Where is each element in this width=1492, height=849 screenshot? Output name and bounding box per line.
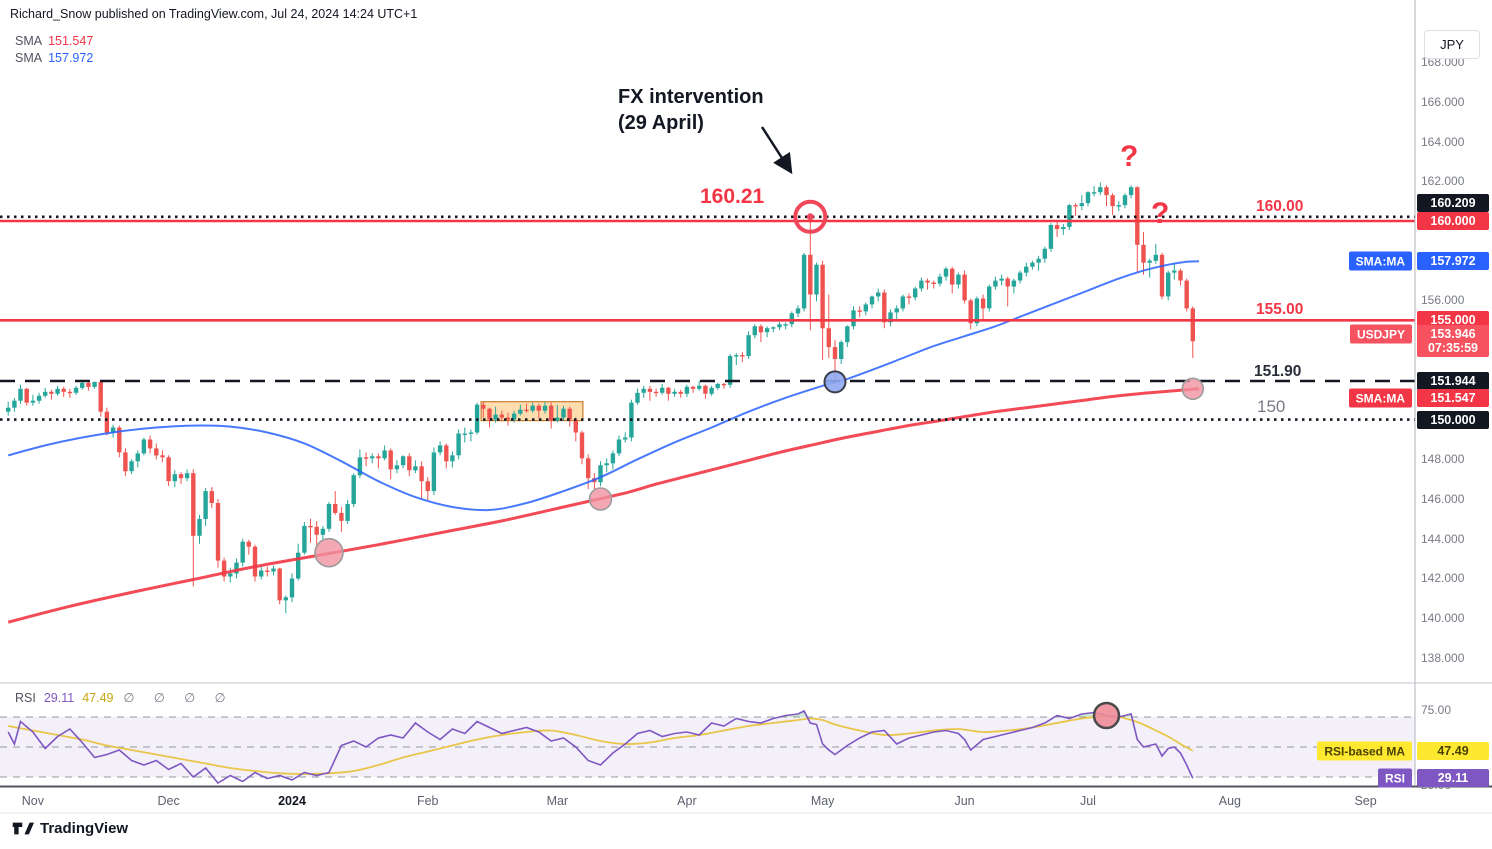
chart-circle-marker-3[interactable] (823, 370, 847, 394)
chart-circle-marker-0[interactable] (314, 537, 344, 568)
rsi-label: RSI (15, 691, 36, 705)
intervention-ring-marker[interactable] (793, 199, 828, 234)
candles-group (6, 182, 1195, 614)
level-label-155[interactable]: 155.00 (1256, 301, 1304, 318)
fx-intervention-annotation[interactable]: FX intervention (29 April) (618, 84, 764, 136)
fx-annotation-line1: FX intervention (618, 86, 764, 108)
chart-circle-marker-5[interactable] (1092, 701, 1121, 730)
tradingview-logo[interactable]: TradingView (12, 820, 128, 837)
tradingview-logo-icon (12, 822, 34, 835)
legend-sma-50[interactable]: SMA 157.972 (15, 50, 93, 67)
chart-circle-marker-4[interactable] (1181, 377, 1205, 401)
rsi-legend[interactable]: RSI 29.11 47.49 ∅ ∅ ∅ ∅ (15, 690, 233, 705)
tradingview-logo-text: TradingView (40, 820, 129, 837)
fx-annotation-line2: (29 April) (618, 112, 704, 134)
indicator-legend: SMA 151.547 SMA 157.972 (15, 33, 93, 67)
sma-label: SMA (15, 51, 43, 65)
question-mark-annotation-1[interactable]: ? (1120, 140, 1139, 173)
currency-unit-button[interactable]: JPY (1424, 30, 1480, 59)
rsi-line[interactable] (7, 709, 1194, 785)
annotation-arrow[interactable] (760, 126, 793, 175)
rsi-ma-line[interactable] (8, 715, 1194, 775)
sma-50-line[interactable] (7, 260, 1200, 512)
rsi-value: 29.11 (43, 691, 75, 705)
published-header: Richard_Snow published on TradingView.co… (10, 7, 418, 21)
level-label-150[interactable]: 150 (1257, 397, 1286, 416)
level-label-151-90[interactable]: 151.90 (1254, 363, 1302, 380)
sma-200-value: 151.547 (48, 34, 94, 48)
rsi-empty-band-values: ∅ ∅ ∅ ∅ (123, 691, 234, 705)
chart-circle-marker-1[interactable] (588, 487, 613, 511)
intervention-ring-dot (806, 213, 814, 221)
spike-price-label[interactable]: 160.21 (700, 185, 765, 208)
sma-50-value: 157.972 (48, 51, 94, 65)
rsi-ma-value: 47.49 (82, 691, 114, 705)
sma-label: SMA (15, 34, 43, 48)
level-label-160[interactable]: 160.00 (1256, 198, 1304, 215)
legend-sma-200[interactable]: SMA 151.547 (15, 33, 93, 50)
question-mark-annotation-2[interactable]: ? (1151, 197, 1170, 230)
